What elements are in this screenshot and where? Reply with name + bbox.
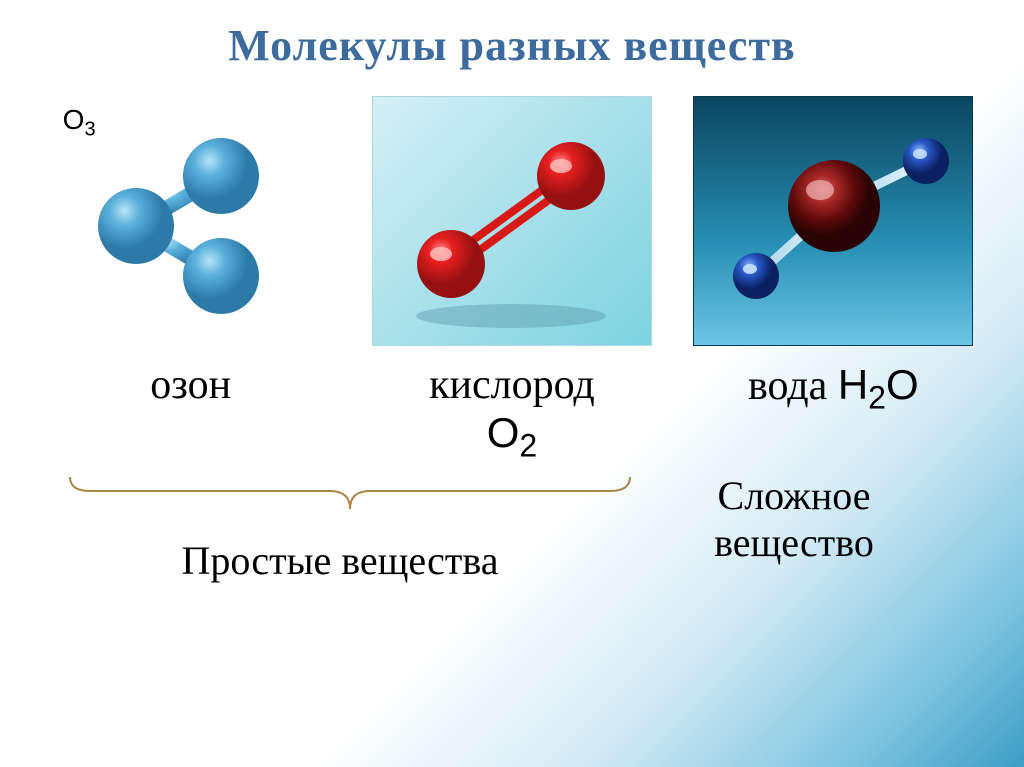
molecules-row: O3 <box>0 96 1024 346</box>
labels-row: озон кислород O2 вода H2O <box>0 361 1024 464</box>
oxygen-molecule-svg <box>373 96 651 346</box>
ozone-label: озон <box>41 361 341 464</box>
ozone-molecule-svg <box>91 111 291 331</box>
simple-substances-label: Простые вещества <box>120 537 560 584</box>
water-label: вода H2O <box>683 361 983 464</box>
page-title: Молекулы разных веществ <box>0 0 1024 71</box>
category-row: Простые вещества Сложное вещество <box>0 537 1024 584</box>
water-panel <box>693 96 973 346</box>
ozone-panel: O3 <box>51 96 331 346</box>
water-molecule-svg <box>694 96 972 346</box>
bracket-svg <box>60 469 640 524</box>
oxygen-label: кислород O2 <box>362 361 662 464</box>
ozone-formula: O3 <box>63 104 96 142</box>
bracket-row <box>0 469 1024 529</box>
oxygen-panel <box>372 96 652 346</box>
